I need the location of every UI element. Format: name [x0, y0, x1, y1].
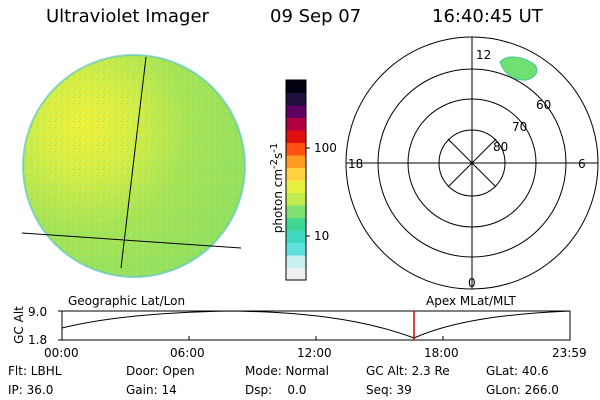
mlt-label-0: 0: [468, 276, 476, 290]
latitude-line: [21, 232, 242, 249]
colorbar-label-10: 10: [314, 229, 330, 243]
timeline-right-label: Apex MLat/MLT: [426, 294, 516, 308]
altitude-curve: [61, 310, 571, 339]
timeline-y-bottom: 1.8: [28, 333, 48, 347]
instrument-title: Ultraviolet Imager: [46, 6, 209, 27]
mlt-label-18: 18: [348, 157, 364, 171]
earth-disk: [21, 54, 246, 278]
polar-plot: [345, 36, 599, 290]
door-readout: Door: Open: [126, 364, 195, 378]
colorbar-band: [286, 180, 306, 193]
colorbar-band: [286, 267, 306, 281]
date-label: 09 Sep 07: [270, 6, 362, 27]
ip-readout: IP: 36.0: [8, 383, 54, 397]
colorbar-band: [286, 217, 306, 231]
colorbar-band: [286, 255, 306, 268]
colorbar-unit-label: photon cm-2s-1: [269, 142, 285, 234]
colorbar-band: [286, 205, 306, 218]
colorbar-band: [286, 242, 306, 256]
colorbar-frame: [285, 79, 307, 281]
time-label: 16:40:45 UT: [432, 6, 543, 27]
colorbar-label-100: 100: [314, 141, 337, 155]
colorbar-band: [286, 105, 306, 118]
colorbar-band: [286, 142, 306, 156]
lat-label-60: 60: [536, 98, 552, 112]
colorbar-band: [286, 192, 306, 206]
timeline-tick-0600: 06:00: [170, 346, 205, 360]
timeline-y-top: 9.0: [28, 305, 48, 319]
colorbar-band: [286, 130, 306, 143]
seq-readout: Seq: 39: [366, 383, 412, 397]
altitude-timeline: [58, 310, 571, 341]
filter-readout: Flt: LBHL: [8, 364, 62, 378]
timeline-tick-0000: 00:00: [44, 346, 79, 360]
colorbar-band: [286, 230, 306, 243]
colorbar: [286, 80, 306, 281]
timeline-tick-1200: 12:00: [297, 346, 332, 360]
timeline-tick-1800: 18:00: [424, 346, 459, 360]
lat-label-70: 70: [512, 120, 528, 134]
timeline-axis-label: GC Alt: [12, 306, 26, 344]
colorbar-band: [286, 155, 306, 168]
gc-alt-readout: GC Alt: 2.3 Re: [366, 364, 450, 378]
mlt-label-12: 12: [476, 48, 492, 62]
colorbar-band: [286, 92, 306, 106]
dsp-readout: Dsp: 0.0: [245, 383, 307, 397]
glon-readout: GLon: 266.0: [486, 383, 559, 397]
timeline-tick-2359: 23:59: [552, 346, 587, 360]
colorbar-band: [286, 167, 306, 181]
lat-label-80: 80: [493, 140, 509, 154]
timeline-left-label: Geographic Lat/Lon: [68, 294, 186, 308]
auroral-emission: [499, 56, 538, 81]
glat-readout: GLat: 40.6: [486, 364, 549, 378]
mode-readout: Mode: Normal: [245, 364, 329, 378]
mlt-label-6: 6: [578, 157, 586, 171]
meridian-line: [120, 56, 147, 269]
gain-readout: Gain: 14: [126, 383, 177, 397]
colorbar-band: [286, 80, 306, 93]
colorbar-band: [286, 117, 306, 131]
